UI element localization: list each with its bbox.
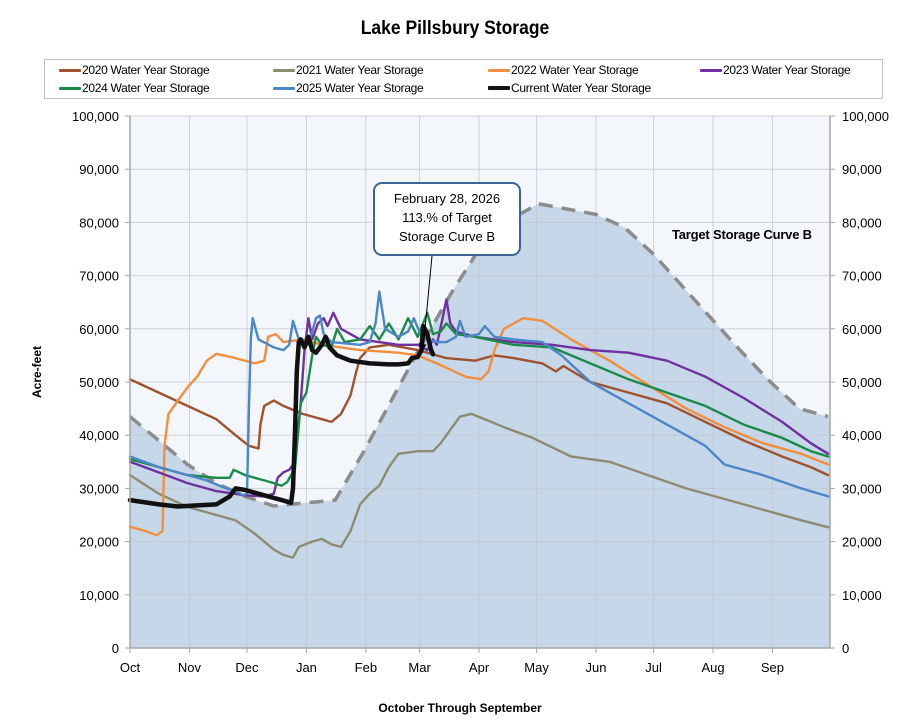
- legend-label: 2024 Water Year Storage: [82, 81, 210, 95]
- y-tick-label-right: 60,000: [842, 322, 882, 337]
- series-line-2021-water-year-storage: [128, 412, 830, 559]
- data-series: [127, 201, 830, 559]
- legend-item-2025: 2025 Water Year Storage: [273, 81, 424, 95]
- x-tick-label: May: [524, 660, 549, 675]
- y-tick-label-left: 30,000: [79, 481, 119, 496]
- target-area-fill: [130, 203, 830, 649]
- y-tick-label-right: 50,000: [842, 375, 882, 390]
- x-tick-label: Oct: [120, 660, 141, 675]
- y-tick-label-left: 40,000: [79, 428, 119, 443]
- legend-item-2023: 2023 Water Year Storage: [700, 63, 851, 77]
- chart-legend: 2020 Water Year Storage 2021 Water Year …: [44, 59, 883, 99]
- chart-title: Lake Pillsbury Storage: [360, 18, 550, 39]
- x-tick-label: Jul: [645, 660, 662, 675]
- legend-item-2021: 2021 Water Year Storage: [273, 63, 424, 77]
- legend-swatch-2021: [273, 68, 295, 72]
- series-line-2022-water-year-storage: [128, 317, 830, 537]
- y-tick-label-left: 50,000: [79, 375, 119, 390]
- x-tick-label: Feb: [355, 660, 377, 675]
- x-tick-label: Dec: [235, 660, 259, 675]
- series-line-2020-water-year-storage: [128, 343, 830, 477]
- y-tick-label-left: 20,000: [79, 535, 119, 550]
- legend-swatch-current: [488, 86, 510, 90]
- legend-label: 2021 Water Year Storage: [296, 63, 424, 77]
- y-tick-label-right: 80,000: [842, 215, 882, 230]
- legend-swatch-2025: [273, 86, 295, 90]
- y-tick-label-right: 40,000: [842, 428, 882, 443]
- series-line-2024-water-year-storage: [128, 311, 830, 487]
- callout-date: February 28, 2026: [393, 191, 501, 206]
- legend-label: 2020 Water Year Storage: [82, 63, 210, 77]
- legend-label: 2023 Water Year Storage: [723, 63, 851, 77]
- y-axis-title: Acre-feet: [30, 345, 44, 399]
- y-tick-label-left: 100,000: [72, 109, 119, 124]
- x-tick-label: Apr: [469, 660, 490, 675]
- legend-label: 2022 Water Year Storage: [511, 63, 639, 77]
- y-tick-label-right: 10,000: [842, 588, 882, 603]
- legend-swatch-2023: [700, 68, 722, 72]
- legend-item-2024: 2024 Water Year Storage: [59, 81, 210, 95]
- legend-swatch-2022: [488, 68, 510, 72]
- y-tick-label-left: 70,000: [79, 269, 119, 284]
- x-tick-label: Mar: [408, 660, 431, 675]
- x-tick-label: Nov: [178, 660, 202, 675]
- callout-percent: 113.% of Target: [402, 210, 492, 225]
- legend-label: Current Water Year Storage: [511, 81, 651, 95]
- legend-swatch-2020: [59, 68, 81, 72]
- x-tick-label: Jun: [586, 660, 607, 675]
- x-tick-label: Sep: [761, 660, 784, 675]
- legend-item-2022: 2022 Water Year Storage: [488, 63, 639, 77]
- y-tick-label-right: 0: [842, 641, 849, 656]
- series-line-2025-water-year-storage: [128, 290, 830, 498]
- x-tick-label: Aug: [701, 660, 724, 675]
- date-callout: February 28, 2026 113.% of Target Storag…: [373, 182, 521, 256]
- y-tick-label-left: 60,000: [79, 322, 119, 337]
- callout-pointer-line: [423, 255, 433, 345]
- axes: 0 0 10,000 10,000 20,000 20,000 30,000 30,000 40…: [72, 109, 889, 675]
- y-tick-label-left: 0: [112, 641, 119, 656]
- y-tick-label-right: 20,000: [842, 535, 882, 550]
- callout-arrowhead: [418, 342, 427, 352]
- y-tick-label-right: 30,000: [842, 481, 882, 496]
- x-tick-label: Jan: [296, 660, 317, 675]
- series-line-current-water-year-storage: [127, 323, 436, 509]
- legend-label: 2025 Water Year Storage: [296, 81, 424, 95]
- legend-item-current: Current Water Year Storage: [488, 81, 651, 95]
- legend-swatch-2024: [59, 86, 81, 90]
- y-tick-label-left: 10,000: [79, 588, 119, 603]
- y-tick-label-left: 90,000: [79, 162, 119, 177]
- target-curve-label: Target Storage Curve B: [672, 227, 812, 242]
- x-axis-title: October Through September: [378, 701, 542, 715]
- callout-curve: Storage Curve B: [398, 229, 496, 244]
- legend-item-2020: 2020 Water Year Storage: [59, 63, 210, 77]
- y-tick-label-left: 80,000: [79, 215, 119, 230]
- y-tick-label-right: 90,000: [842, 162, 882, 177]
- y-tick-label-right: 70,000: [842, 269, 882, 284]
- y-tick-label-right: 100,000: [842, 109, 889, 124]
